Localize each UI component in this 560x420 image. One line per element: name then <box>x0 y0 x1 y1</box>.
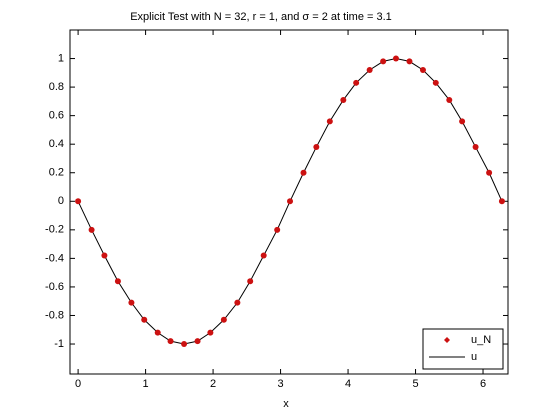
data-point <box>366 66 373 73</box>
x-tick-label: 1 <box>143 378 149 390</box>
data-point <box>181 341 188 348</box>
data-point <box>114 278 121 285</box>
y-tick-label: -1 <box>54 338 64 350</box>
x-tick-label: 0 <box>75 378 81 390</box>
x-tick-label: 4 <box>345 378 351 390</box>
y-tick-label: 1 <box>58 52 64 64</box>
data-point <box>498 198 505 205</box>
data-point <box>154 329 161 336</box>
data-point <box>247 278 254 285</box>
data-point <box>446 96 453 103</box>
data-point <box>141 316 148 323</box>
data-point <box>207 329 214 336</box>
data-point <box>75 198 82 205</box>
data-point <box>128 299 135 306</box>
x-tick-label: 5 <box>412 378 418 390</box>
x-axis-label: x <box>283 398 289 410</box>
y-tick-label: -0.6 <box>45 281 64 293</box>
data-point <box>419 66 426 73</box>
data-point <box>432 79 439 86</box>
y-tick-label: -0.8 <box>45 309 64 321</box>
data-point <box>260 252 267 259</box>
data-point <box>340 96 347 103</box>
data-point <box>472 144 479 151</box>
data-point <box>326 118 333 125</box>
y-tick-label: 0.6 <box>49 110 64 122</box>
y-tick-label: 0 <box>58 195 64 207</box>
x-tick-label: 3 <box>278 378 284 390</box>
y-tick-label: -0.4 <box>45 252 64 264</box>
data-point <box>392 55 399 62</box>
legend-swatch <box>444 337 450 343</box>
data-point <box>234 299 241 306</box>
data-point <box>194 338 201 345</box>
data-point <box>101 252 108 259</box>
data-point <box>313 144 320 151</box>
legend-box <box>422 328 504 370</box>
data-point <box>167 338 174 345</box>
y-tick-label: 0.4 <box>49 138 64 150</box>
data-point <box>459 118 466 125</box>
data-point <box>287 198 294 205</box>
y-tick-label: 0.2 <box>49 167 64 179</box>
y-tick-label: -0.2 <box>45 224 64 236</box>
data-point <box>406 58 413 65</box>
data-point <box>486 169 493 176</box>
data-point <box>274 226 281 233</box>
chart-title: Explicit Test with N = 32, r = 1, and σ … <box>130 11 392 23</box>
legend-label: u <box>471 351 477 363</box>
data-point <box>353 79 360 86</box>
data-point <box>380 58 387 65</box>
legend-label: u_N <box>471 334 491 346</box>
y-tick-label: 0.8 <box>49 81 64 93</box>
data-point <box>300 169 307 176</box>
data-point <box>220 316 227 323</box>
x-tick-label: 6 <box>480 378 486 390</box>
x-tick-label: 2 <box>210 378 216 390</box>
data-point <box>88 226 95 233</box>
